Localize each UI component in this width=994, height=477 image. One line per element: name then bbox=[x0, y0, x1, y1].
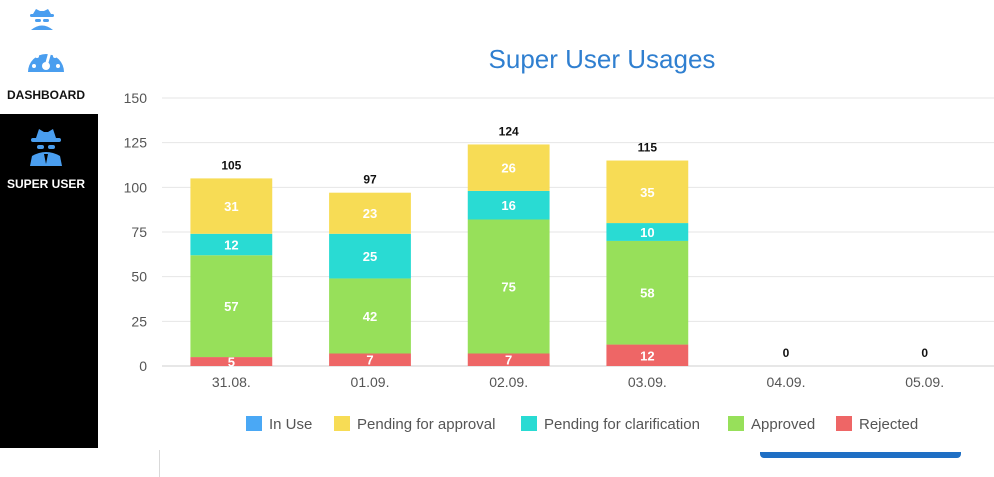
y-tick-label: 50 bbox=[131, 269, 147, 285]
divider bbox=[159, 450, 160, 477]
chart-title: Super User Usages bbox=[488, 44, 716, 74]
bar-segment[interactable] bbox=[606, 160, 689, 224]
legend-label[interactable]: Approved bbox=[751, 416, 815, 433]
sidebar-item-dashboard-label: DASHBOARD bbox=[7, 88, 85, 102]
data-label: 5 bbox=[228, 355, 235, 370]
total-label: 0 bbox=[783, 346, 790, 360]
bar-segment[interactable] bbox=[467, 353, 550, 366]
legend-label[interactable]: Pending for approval bbox=[357, 416, 495, 433]
total-label: 124 bbox=[499, 124, 519, 138]
legend-swatch bbox=[521, 416, 537, 431]
data-label: 7 bbox=[366, 353, 373, 368]
bar-segment[interactable] bbox=[190, 255, 273, 358]
y-tick-label: 75 bbox=[131, 224, 147, 240]
bar-segment[interactable] bbox=[190, 357, 273, 366]
legend-label[interactable]: Rejected bbox=[859, 416, 918, 433]
x-tick-label: 05.09. bbox=[905, 374, 944, 390]
legend-swatch bbox=[836, 416, 852, 431]
legend-label[interactable]: In Use bbox=[269, 416, 312, 433]
spy-agent-icon bbox=[27, 126, 65, 166]
bar-segment[interactable] bbox=[329, 353, 411, 366]
total-label: 97 bbox=[363, 173, 377, 187]
x-tick-label: 04.09. bbox=[767, 374, 806, 390]
x-tick-label: 31.08. bbox=[212, 374, 251, 390]
data-label: 42 bbox=[363, 309, 377, 324]
total-label: 105 bbox=[221, 158, 241, 172]
bar-segment[interactable] bbox=[606, 240, 689, 345]
legend-swatch bbox=[246, 416, 262, 431]
bar-segment[interactable] bbox=[329, 233, 411, 279]
legend-swatch bbox=[728, 416, 744, 431]
y-tick-label: 25 bbox=[131, 313, 147, 329]
bar-segment[interactable] bbox=[467, 144, 550, 191]
data-label: 31 bbox=[224, 199, 238, 214]
bar-segment[interactable] bbox=[467, 190, 550, 220]
data-label: 58 bbox=[640, 286, 654, 301]
bar-segment[interactable] bbox=[190, 233, 273, 256]
total-label: 115 bbox=[638, 141, 658, 155]
bar-segment[interactable] bbox=[606, 344, 689, 366]
data-label: 10 bbox=[640, 225, 654, 240]
data-label: 25 bbox=[363, 249, 377, 264]
x-tick-label: 01.09. bbox=[351, 374, 390, 390]
bar-segment[interactable] bbox=[190, 178, 273, 234]
sidebar-item-super-user-label: SUPER USER bbox=[6, 177, 86, 191]
sidebar-item-dashboard[interactable]: DASHBOARD bbox=[0, 38, 98, 114]
bar-segment[interactable] bbox=[329, 192, 411, 234]
data-label: 7 bbox=[505, 353, 512, 368]
action-button[interactable] bbox=[760, 452, 961, 458]
y-tick-label: 100 bbox=[124, 179, 148, 195]
spy-agent-icon bbox=[27, 6, 57, 30]
x-tick-label: 02.09. bbox=[489, 374, 528, 390]
bar-segment[interactable] bbox=[329, 278, 411, 354]
legend-swatch bbox=[334, 416, 350, 431]
legend-label[interactable]: Pending for clarification bbox=[544, 416, 700, 433]
speedometer-icon bbox=[25, 42, 67, 76]
data-label: 57 bbox=[224, 299, 238, 314]
stacked-bar-chart: 0255075100125150557123110531.08.74225239… bbox=[124, 90, 994, 433]
bar-segment[interactable] bbox=[606, 223, 689, 241]
y-tick-label: 150 bbox=[124, 90, 148, 106]
x-tick-label: 03.09. bbox=[628, 374, 667, 390]
y-tick-label: 125 bbox=[124, 135, 148, 151]
data-label: 26 bbox=[501, 161, 515, 176]
sidebar-footer bbox=[0, 448, 96, 477]
sidebar: DASHBOARD SUPER USER bbox=[0, 0, 98, 477]
total-label: 0 bbox=[921, 346, 928, 360]
data-label: 16 bbox=[501, 198, 515, 213]
data-label: 35 bbox=[640, 185, 654, 200]
bar-segment[interactable] bbox=[467, 219, 550, 354]
data-label: 75 bbox=[501, 279, 515, 294]
sidebar-item-super-user[interactable]: SUPER USER bbox=[0, 114, 98, 448]
data-label: 12 bbox=[640, 348, 654, 363]
data-label: 23 bbox=[363, 206, 377, 221]
data-label: 12 bbox=[224, 238, 238, 253]
y-tick-label: 0 bbox=[139, 358, 147, 374]
